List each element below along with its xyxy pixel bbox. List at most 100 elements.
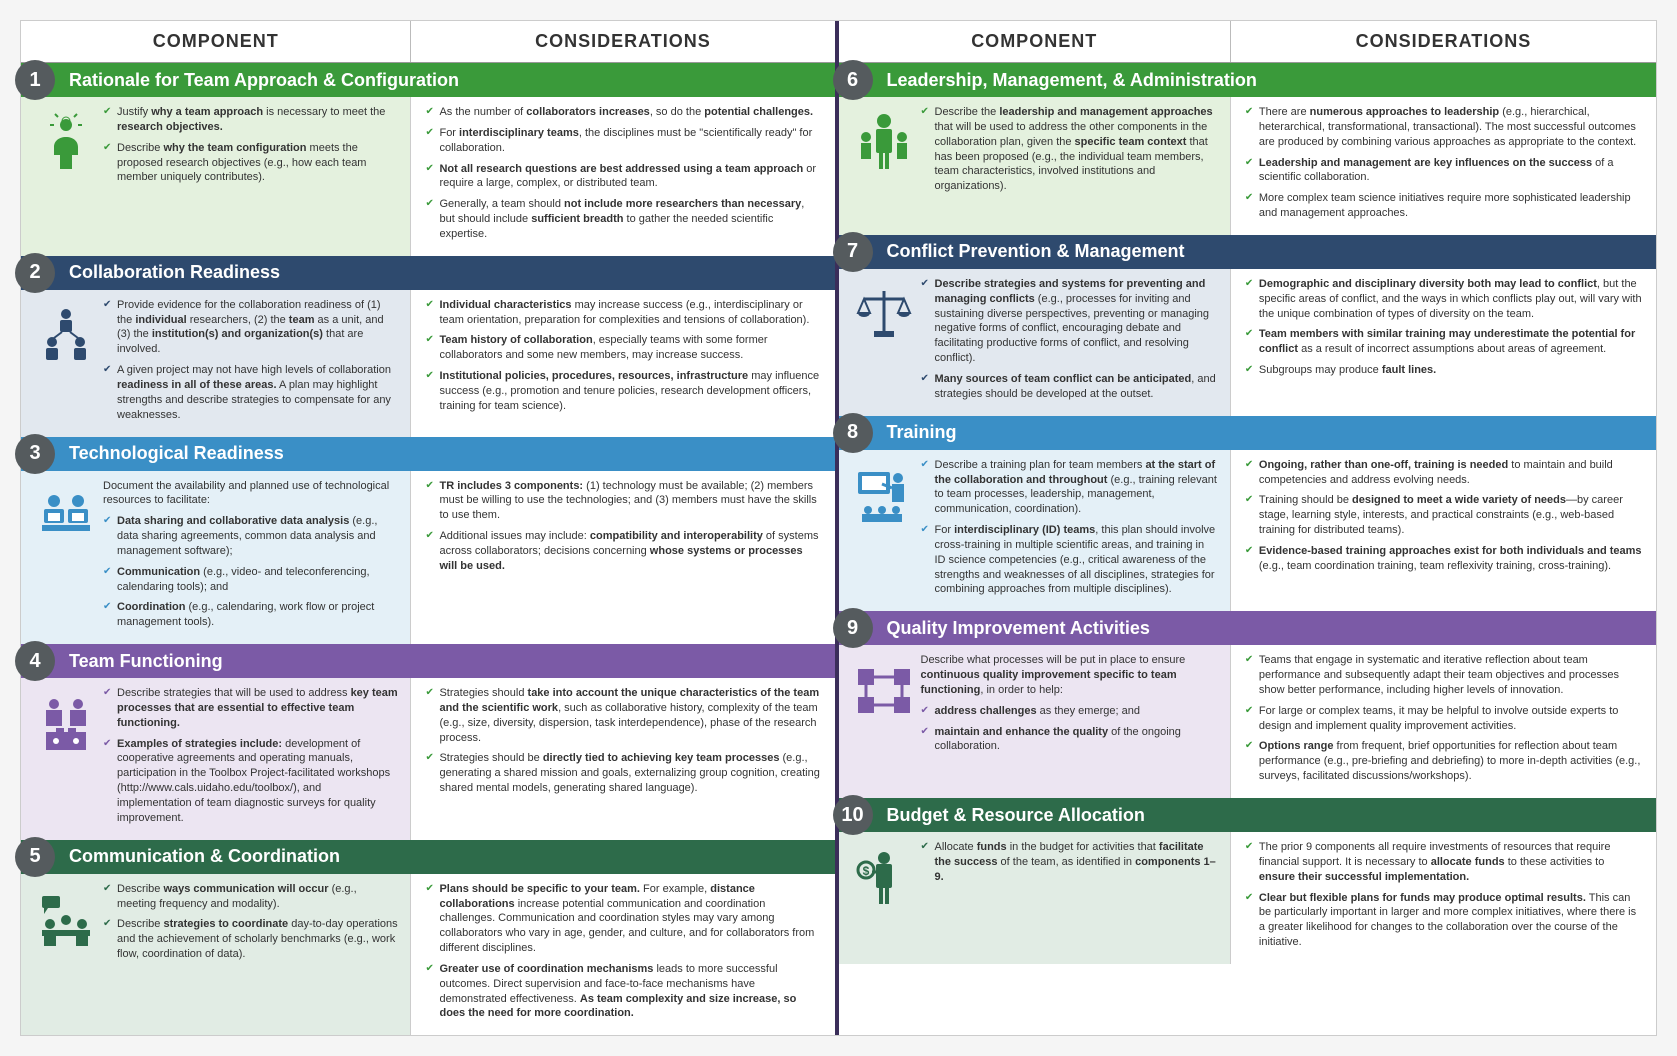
component-column: Describe ways communication will occur (… xyxy=(21,874,411,1036)
section-title-bar: 9 Quality Improvement Activities xyxy=(839,611,1657,645)
section-6: 6 Leadership, Management, & Administrati… xyxy=(839,63,1657,235)
section-title: Quality Improvement Activities xyxy=(883,618,1150,639)
section-title-bar: 4 Team Functioning xyxy=(21,644,835,678)
section-title-bar: 6 Leadership, Management, & Administrati… xyxy=(839,63,1657,97)
section-body: Describe the leadership and management a… xyxy=(839,97,1657,235)
bullet-item: For interdisciplinary (ID) teams, this p… xyxy=(921,523,1218,597)
bullet-item: As the number of collaborators increases… xyxy=(425,105,820,120)
section-title-bar: 7 Conflict Prevention & Management xyxy=(839,235,1657,269)
component-bullets: Describe strategies and systems for prev… xyxy=(921,277,1218,408)
component-bullets: Provide evidence for the collaboration r… xyxy=(103,298,398,429)
bullet-item: Describe the leadership and management a… xyxy=(921,105,1218,194)
considerations-column: Individual characteristics may increase … xyxy=(411,290,834,437)
section-body: Describe strategies and systems for prev… xyxy=(839,269,1657,416)
section-2: 2 Collaboration Readiness Provide eviden… xyxy=(21,256,835,437)
bullet-item: Ongoing, rather than one-off, training i… xyxy=(1245,458,1642,488)
scales-icon xyxy=(847,277,921,408)
header-considerations: CONSIDERATIONS xyxy=(1231,21,1656,62)
bullet-item: Individual characteristics may increase … xyxy=(425,298,820,328)
bullet-item: maintain and enhance the quality of the … xyxy=(921,725,1218,755)
considerations-bullets: TR includes 3 components: (1) technology… xyxy=(425,479,820,574)
bullet-item: Describe why the team configuration meet… xyxy=(103,141,398,186)
bullet-item: Describe strategies that will be used to… xyxy=(103,686,398,731)
section-title: Collaboration Readiness xyxy=(65,262,280,283)
header-considerations: CONSIDERATIONS xyxy=(411,21,834,62)
leader-icon xyxy=(847,105,921,227)
section-number: 8 xyxy=(833,413,873,453)
considerations-column: Teams that engage in systematic and iter… xyxy=(1231,645,1656,798)
bullet-item: Examples of strategies include: developm… xyxy=(103,737,398,826)
bullet-item: Evidence-based training approaches exist… xyxy=(1245,544,1642,574)
bullet-item: More complex team science initiatives re… xyxy=(1245,191,1642,221)
section-4: 4 Team Functioning Describe strategies t… xyxy=(21,644,835,840)
component-bullets: Allocate funds in the budget for activit… xyxy=(921,840,1218,956)
section-body: Describe strategies that will be used to… xyxy=(21,678,835,840)
section-title: Team Functioning xyxy=(65,651,223,672)
bullet-item: Greater use of coordination mechanisms l… xyxy=(425,962,820,1021)
considerations-column: TR includes 3 components: (1) technology… xyxy=(411,471,834,645)
section-number: 7 xyxy=(833,232,873,272)
bullet-item: Justify why a team approach is necessary… xyxy=(103,105,398,135)
quality-icon xyxy=(847,653,921,790)
considerations-column: As the number of collaborators increases… xyxy=(411,97,834,256)
bullet-item: Strategies should take into account the … xyxy=(425,686,820,745)
considerations-bullets: Individual characteristics may increase … xyxy=(425,298,820,414)
component-column: Document the availability and planned us… xyxy=(21,471,411,645)
considerations-bullets: The prior 9 components all require inves… xyxy=(1245,840,1642,950)
training-icon xyxy=(847,458,921,604)
section-7: 7 Conflict Prevention & Management Descr… xyxy=(839,235,1657,416)
considerations-column: Demographic and disciplinary diversity b… xyxy=(1231,269,1656,416)
section-body: Describe ways communication will occur (… xyxy=(21,874,835,1036)
bullet-item: Options range from frequent, brief oppor… xyxy=(1245,739,1642,784)
considerations-bullets: Teams that engage in systematic and iter… xyxy=(1245,653,1642,784)
bullet-item: Describe ways communication will occur (… xyxy=(103,882,398,912)
considerations-column: There are numerous approaches to leaders… xyxy=(1231,97,1656,235)
section-title-bar: 5 Communication & Coordination xyxy=(21,840,835,874)
section-title: Budget & Resource Allocation xyxy=(883,805,1145,826)
bullet-item: Many sources of team conflict can be ant… xyxy=(921,372,1218,402)
section-title: Technological Readiness xyxy=(65,443,284,464)
column-headers: COMPONENT CONSIDERATIONS xyxy=(21,21,835,63)
bullet-item: Demographic and disciplinary diversity b… xyxy=(1245,277,1642,322)
meeting-icon xyxy=(29,882,103,1028)
infographic-root: COMPONENT CONSIDERATIONS 1 Rationale for… xyxy=(20,20,1657,1036)
section-body: Describe what processes will be put in p… xyxy=(839,645,1657,798)
component-column: Justify why a team approach is necessary… xyxy=(21,97,411,256)
header-component: COMPONENT xyxy=(21,21,411,62)
component-bullets: Describe the leadership and management a… xyxy=(921,105,1218,227)
bullet-item: Not all research questions are best addr… xyxy=(425,162,820,192)
bullet-item: Describe a training plan for team member… xyxy=(921,458,1218,517)
component-column: Describe a training plan for team member… xyxy=(839,450,1231,612)
considerations-column: Strategies should take into account the … xyxy=(411,678,834,840)
section-body: Document the availability and planned us… xyxy=(21,471,835,645)
section-body: Justify why a team approach is necessary… xyxy=(21,97,835,256)
bullet-item: Training should be designed to meet a wi… xyxy=(1245,493,1642,538)
bullet-item: Subgroups may produce fault lines. xyxy=(1245,363,1642,378)
section-number: 5 xyxy=(15,837,55,877)
component-column: Allocate funds in the budget for activit… xyxy=(839,832,1231,964)
people-pyramid-icon xyxy=(29,298,103,429)
section-number: 3 xyxy=(15,434,55,474)
section-number: 9 xyxy=(833,608,873,648)
bullet-item: Allocate funds in the budget for activit… xyxy=(921,840,1218,885)
bullet-item: Institutional policies, procedures, reso… xyxy=(425,369,820,414)
component-column: Provide evidence for the collaboration r… xyxy=(21,290,411,437)
component-bullets: Describe ways communication will occur (… xyxy=(103,882,398,1028)
section-number: 10 xyxy=(833,795,873,835)
bullet-item: address challenges as they emerge; and xyxy=(921,704,1218,719)
section-8: 8 Training Describe a training plan for … xyxy=(839,416,1657,612)
section-title: Rationale for Team Approach & Configurat… xyxy=(65,70,459,91)
right-panel: COMPONENT CONSIDERATIONS 6 Leadership, M… xyxy=(839,21,1657,1035)
section-title-bar: 8 Training xyxy=(839,416,1657,450)
bullet-item: The prior 9 components all require inves… xyxy=(1245,840,1642,885)
component-bullets: Justify why a team approach is necessary… xyxy=(103,105,398,248)
bullet-item: There are numerous approaches to leaders… xyxy=(1245,105,1642,150)
people-laptops-icon xyxy=(29,479,103,637)
column-headers: COMPONENT CONSIDERATIONS xyxy=(839,21,1657,63)
considerations-bullets: There are numerous approaches to leaders… xyxy=(1245,105,1642,221)
section-title: Conflict Prevention & Management xyxy=(883,241,1185,262)
considerations-column: Ongoing, rather than one-off, training i… xyxy=(1231,450,1656,612)
section-title: Training xyxy=(883,422,957,443)
section-title-bar: 10 Budget & Resource Allocation xyxy=(839,798,1657,832)
component-column: Describe the leadership and management a… xyxy=(839,97,1231,235)
